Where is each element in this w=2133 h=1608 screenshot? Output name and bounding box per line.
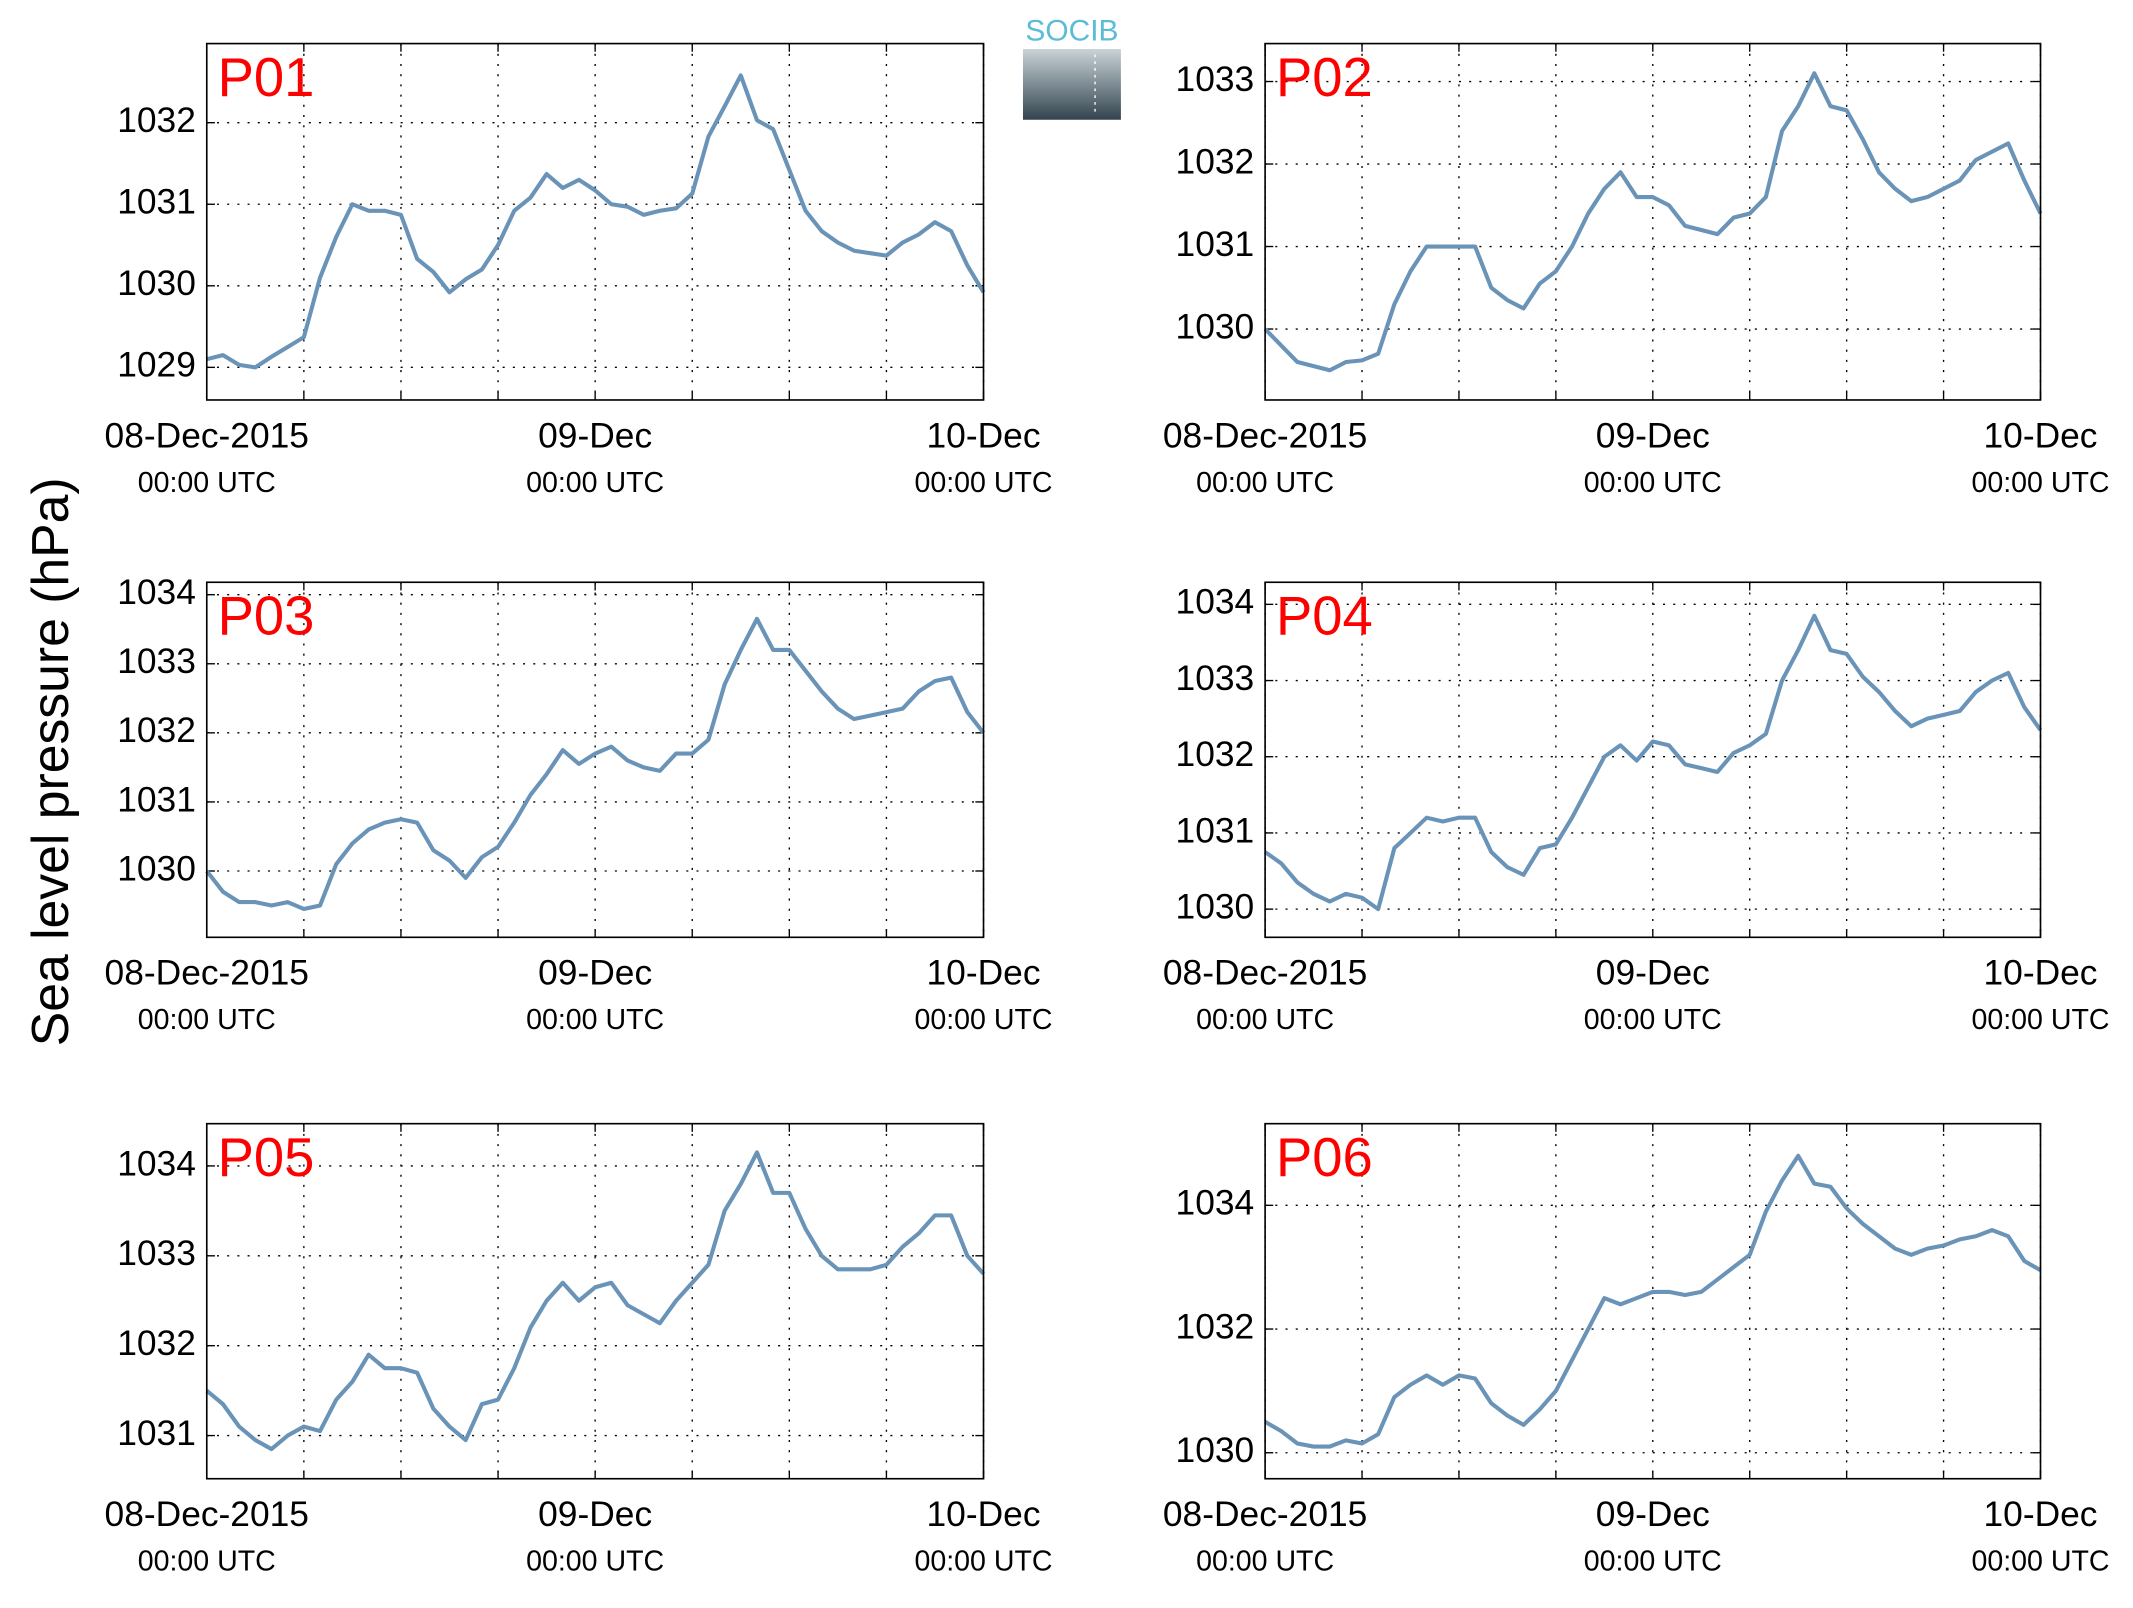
x-tick-label: 10-Dec (1983, 954, 2097, 993)
x-tick-sublabel: 00:00 UTC (1196, 1546, 1334, 1578)
panel-title: P03 (218, 586, 315, 647)
y-tick-label: 1032 (117, 711, 196, 750)
plot-area (1265, 582, 2041, 938)
data-line (1263, 613, 2043, 912)
y-tick-label: 1032 (117, 1324, 196, 1363)
y-tick-label: 1033 (1176, 659, 1255, 698)
plot-frame (205, 42, 985, 401)
x-tick-label: 10-Dec (1983, 1495, 2097, 1534)
x-tick-label: 09-Dec (538, 416, 652, 455)
y-tick-label: 1031 (1176, 225, 1255, 264)
y-axis-label: Sea level pressure (hPa) (21, 477, 79, 1046)
panel-title: P02 (1276, 47, 1373, 108)
x-tick-sublabel: 00:00 UTC (138, 1004, 276, 1036)
panel-title: P04 (1276, 586, 1373, 647)
data-line (1263, 71, 2043, 373)
plot-area (206, 582, 984, 938)
y-tick-label: 1032 (1176, 1307, 1255, 1346)
y-tick-label: 1029 (117, 346, 196, 385)
data-line (205, 1150, 986, 1452)
x-tick-label: 09-Dec (538, 954, 652, 993)
x-tick-sublabel: 00:00 UTC (914, 1546, 1052, 1578)
y-tick-label: 1031 (117, 183, 196, 222)
plot-frame (205, 581, 985, 939)
x-tick-label: 08-Dec-2015 (105, 1495, 309, 1534)
y-tick-label: 1030 (117, 264, 196, 303)
panel-title: P05 (218, 1127, 315, 1188)
y-tick-label: 1033 (117, 642, 196, 681)
x-tick-sublabel: 00:00 UTC (138, 1546, 276, 1578)
x-tick-sublabel: 00:00 UTC (1971, 1546, 2109, 1578)
y-tick-label: 1032 (1176, 735, 1255, 774)
x-tick-label: 08-Dec-2015 (105, 416, 309, 455)
panel-title: P01 (218, 47, 315, 108)
y-tick-label: 1030 (117, 849, 196, 888)
plot-frame (1264, 1122, 2042, 1480)
x-tick-sublabel: 00:00 UTC (1196, 467, 1334, 499)
plot-frame (1264, 42, 2042, 401)
data-line (206, 73, 986, 370)
x-tick-sublabel: 00:00 UTC (526, 1004, 664, 1036)
x-tick-label: 10-Dec (927, 1495, 1041, 1534)
y-tick-label: 1031 (1176, 811, 1255, 850)
x-tick-label: 09-Dec (1596, 416, 1710, 455)
x-tick-sublabel: 00:00 UTC (1196, 1004, 1334, 1036)
y-tick-label: 1034 (117, 1144, 196, 1183)
y-tick-label: 1031 (117, 780, 196, 819)
x-tick-label: 08-Dec-2015 (1163, 1495, 1367, 1534)
y-tick-label: 1031 (117, 1414, 196, 1453)
x-tick-sublabel: 00:00 UTC (1971, 467, 2109, 499)
data-line (1264, 1153, 2042, 1449)
x-tick-sublabel: 00:00 UTC (1584, 467, 1722, 499)
x-tick-label: 10-Dec (927, 416, 1041, 455)
x-tick-label: 09-Dec (1596, 1495, 1710, 1534)
x-tick-label: 10-Dec (1983, 416, 2097, 455)
y-tick-label: 1034 (1176, 583, 1255, 622)
plot-area (206, 43, 984, 400)
y-tick-label: 1030 (1176, 887, 1255, 926)
x-tick-label: 08-Dec-2015 (1163, 954, 1367, 993)
logo-block (1022, 49, 1121, 120)
y-tick-label: 1033 (117, 1234, 196, 1273)
y-tick-label: 1034 (117, 573, 196, 612)
x-tick-sublabel: 00:00 UTC (914, 1004, 1052, 1036)
logo-text: SOCIB (1025, 15, 1118, 48)
x-tick-sublabel: 00:00 UTC (1971, 1004, 2109, 1036)
x-tick-label: 09-Dec (1596, 954, 1710, 993)
y-tick-label: 1030 (1176, 1431, 1255, 1470)
x-tick-sublabel: 00:00 UTC (1584, 1546, 1722, 1578)
y-tick-label: 1034 (1176, 1184, 1255, 1223)
plot-frame (1264, 581, 2042, 939)
y-tick-label: 1030 (1176, 307, 1255, 346)
x-tick-sublabel: 00:00 UTC (1584, 1004, 1722, 1036)
x-tick-label: 10-Dec (927, 954, 1041, 993)
x-tick-label: 08-Dec-2015 (1163, 416, 1367, 455)
x-tick-label: 08-Dec-2015 (105, 954, 309, 993)
data-line (205, 616, 986, 912)
x-tick-sublabel: 00:00 UTC (914, 467, 1052, 499)
y-tick-label: 1032 (117, 101, 196, 140)
x-tick-sublabel: 00:00 UTC (526, 1546, 664, 1578)
x-tick-sublabel: 00:00 UTC (526, 467, 664, 499)
y-tick-label: 1032 (1176, 142, 1255, 181)
x-tick-sublabel: 00:00 UTC (138, 467, 276, 499)
y-tick-label: 1033 (1176, 60, 1255, 99)
plot-frame (205, 1122, 985, 1480)
x-tick-label: 09-Dec (538, 1495, 652, 1534)
panel-title: P06 (1276, 1127, 1373, 1188)
